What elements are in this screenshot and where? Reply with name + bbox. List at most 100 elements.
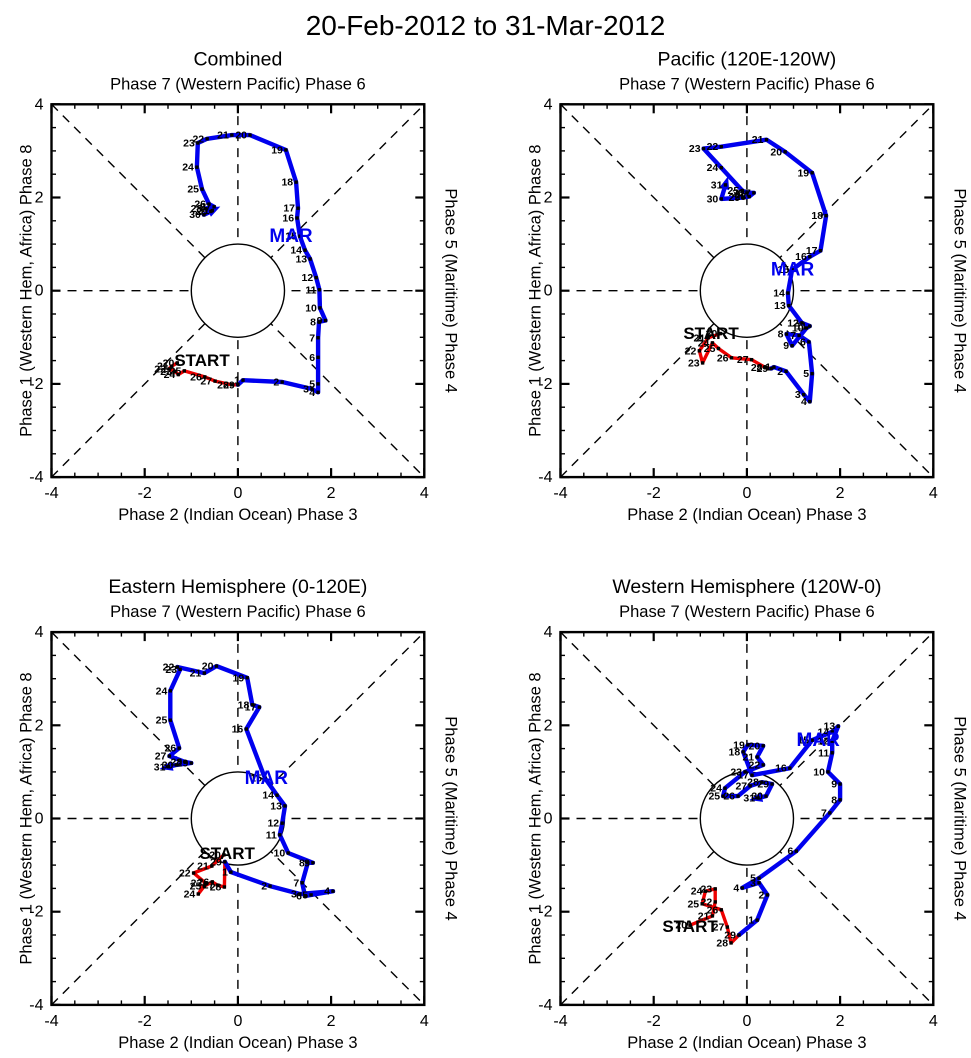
day-label: 16 — [232, 724, 244, 736]
day-marker — [710, 914, 715, 918]
day-label: 21 — [217, 130, 229, 142]
day-marker — [828, 811, 832, 815]
day-marker — [729, 356, 734, 360]
top-axis-label: Phase 7 (Western Pacific) Phase 6 — [110, 75, 366, 93]
day-label: 14 — [290, 245, 302, 257]
day-label: 14 — [817, 726, 829, 738]
day-label: 9 — [317, 315, 323, 327]
day-label: 22 — [179, 868, 191, 880]
day-marker — [202, 884, 207, 888]
day-marker — [178, 667, 182, 672]
day-marker — [303, 248, 307, 252]
start-annotation: START — [662, 917, 718, 936]
day-label: 15 — [250, 772, 262, 784]
day-marker — [278, 833, 282, 837]
day-marker — [786, 291, 790, 295]
day-marker — [769, 366, 773, 371]
top-axis-label: Phase 7 (Western Pacific) Phase 6 — [110, 603, 366, 621]
day-label: 25 — [156, 715, 168, 727]
day-marker — [802, 392, 806, 397]
day-marker — [719, 165, 723, 170]
day-label: 28 — [716, 937, 728, 949]
day-marker — [797, 333, 801, 338]
day-marker — [830, 751, 834, 755]
day-marker — [268, 884, 272, 888]
day-label: 20 — [163, 357, 175, 369]
day-label: 29 — [196, 206, 208, 218]
day-marker — [770, 782, 774, 786]
day-label: 11 — [305, 284, 316, 296]
day-label: 4 — [324, 886, 330, 898]
day-label: 26 — [194, 199, 206, 211]
day-marker — [309, 893, 313, 897]
day-marker — [783, 150, 787, 154]
day-label: 12 — [267, 818, 279, 830]
day-marker — [202, 671, 207, 675]
day-label: 24 — [698, 337, 710, 349]
day-marker — [331, 889, 335, 893]
y-axis-label-left: Phase 1 (Western Hem, Africa) Phase 8 — [18, 145, 36, 437]
day-label: 10 — [813, 766, 825, 778]
day-label: 2 — [273, 377, 279, 389]
y-tick-label: 2 — [35, 190, 44, 207]
day-label: 31 — [743, 792, 755, 804]
day-marker — [808, 324, 812, 328]
day-marker — [202, 213, 206, 217]
y-tick-label: 2 — [544, 717, 553, 734]
february-trajectory — [697, 331, 773, 371]
day-marker — [167, 367, 171, 371]
day-marker — [317, 320, 321, 324]
day-marker — [748, 784, 752, 788]
unit-circle — [699, 243, 795, 339]
day-marker — [241, 378, 245, 382]
day-marker — [826, 770, 830, 774]
day-label: 19 — [271, 144, 283, 156]
day-label: 5 — [803, 368, 809, 380]
day-marker — [310, 387, 314, 391]
day-label: 5 — [750, 873, 756, 885]
day-marker — [710, 341, 715, 345]
day-marker — [263, 776, 267, 780]
day-marker — [784, 332, 789, 336]
day-label: 1 — [748, 915, 754, 927]
day-marker — [167, 754, 172, 758]
x-tick-label: -2 — [647, 1013, 661, 1030]
march-trajectory — [194, 132, 328, 395]
panel-title: Pacific (120E-120W) — [657, 48, 836, 70]
y-axis-label-right: Phase 5 (Maritime) Phase 4 — [950, 716, 968, 921]
day-label: 29 — [728, 192, 740, 204]
day-label: 9 — [304, 857, 310, 869]
day-marker — [191, 871, 196, 875]
day-marker — [764, 138, 769, 142]
day-label: 16 — [775, 763, 787, 775]
day-label: 20 — [749, 740, 761, 752]
day-label: 4 — [733, 882, 739, 894]
day-marker — [183, 760, 187, 764]
day-marker — [168, 718, 173, 722]
day-label: 28 — [191, 203, 203, 215]
day-marker — [213, 379, 217, 383]
day-label: 22 — [192, 133, 204, 145]
x-tick-label: 4 — [420, 1013, 429, 1030]
day-label: 7 — [790, 330, 796, 342]
day-marker — [316, 390, 320, 394]
day-label: 26 — [707, 904, 719, 916]
day-marker — [755, 755, 759, 759]
day-label: 23 — [689, 143, 701, 155]
day-label: 11 — [796, 321, 807, 333]
day-label: 17 — [283, 203, 295, 215]
day-label: 4 — [309, 387, 315, 399]
day-marker — [236, 383, 240, 387]
day-label: 31 — [198, 205, 210, 217]
day-marker — [316, 355, 320, 360]
day-marker — [763, 365, 768, 370]
day-marker — [794, 849, 798, 853]
day-marker — [316, 382, 320, 386]
top-axis-label: Phase 7 (Western Pacific) Phase 6 — [619, 603, 875, 621]
day-label: 15 — [777, 264, 789, 276]
day-label: 7 — [821, 807, 827, 819]
day-marker — [749, 357, 754, 362]
day-label: 22 — [163, 662, 175, 674]
